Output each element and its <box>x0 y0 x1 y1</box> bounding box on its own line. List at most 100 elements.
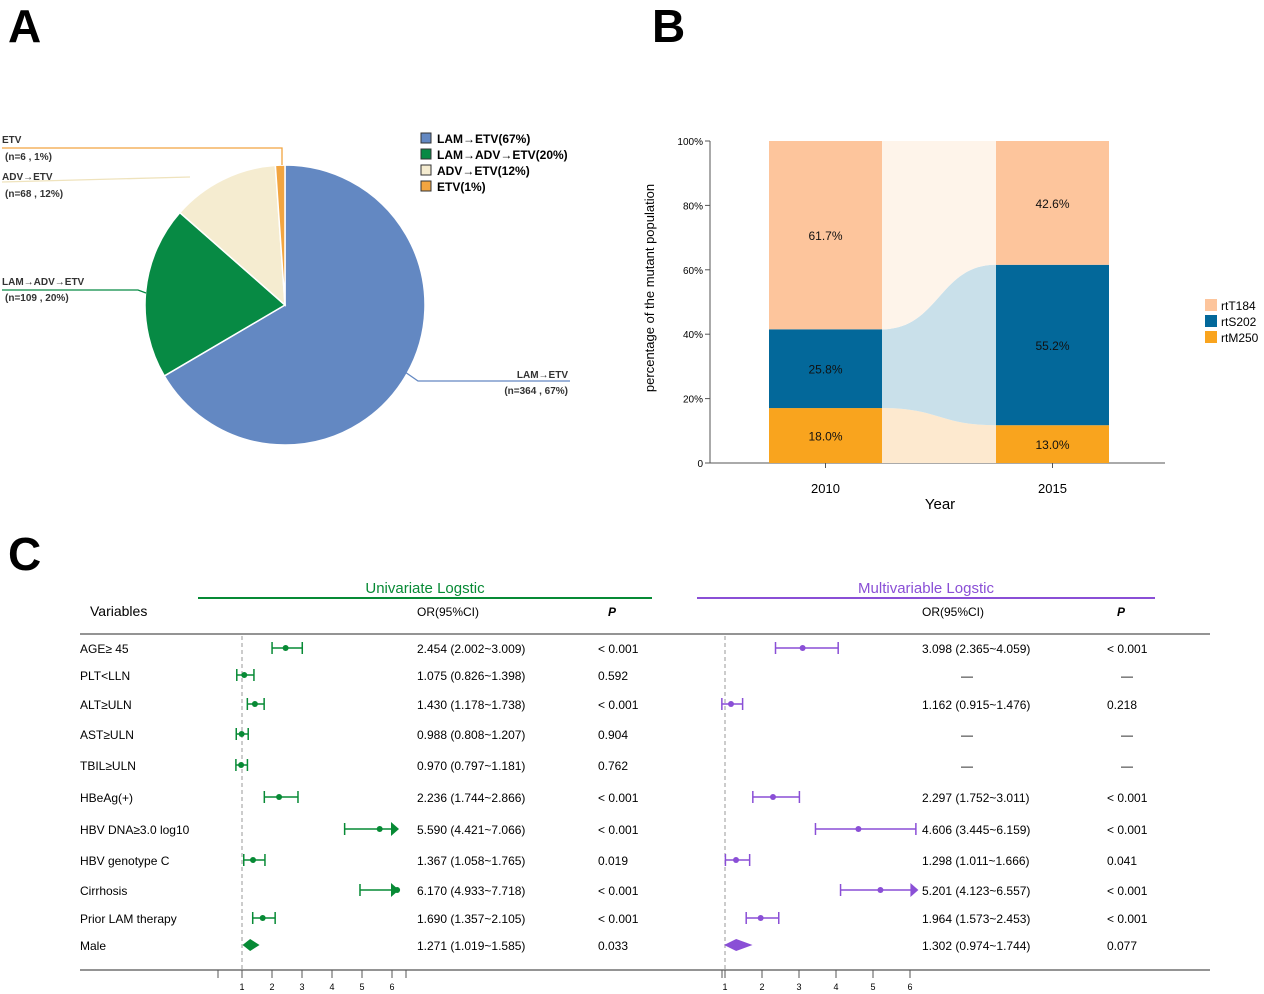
axis-tick-label: 5 <box>870 982 875 992</box>
or-point <box>282 645 289 651</box>
legend-label: rtT184 <box>1221 299 1256 313</box>
x-tick-label: 2010 <box>811 481 840 496</box>
bar-data-label: 42.6% <box>1035 197 1069 211</box>
or-point <box>238 731 245 737</box>
or-point <box>250 857 257 863</box>
legend-swatch <box>420 180 432 192</box>
p-value: 0.762 <box>598 759 628 773</box>
bar-data-label: 61.7% <box>808 229 842 243</box>
axis-tick-label: 3 <box>796 982 801 992</box>
or-ci-value: 1.298 (1.011~1.666) <box>922 854 1030 868</box>
bar-rtT184-2010 <box>769 141 882 330</box>
axis-tick-label: 6 <box>389 982 394 992</box>
or-point <box>855 826 862 832</box>
ci-arrow <box>910 883 919 897</box>
p-value: 0.218 <box>1107 698 1137 712</box>
callout-label: ADV→ETV <box>2 172 53 183</box>
p-value: < 0.001 <box>1107 912 1148 926</box>
variable-label: PLT<LLN <box>80 669 130 683</box>
variable-label: Cirrhosis <box>80 884 127 898</box>
or-point <box>241 672 248 678</box>
p-value: < 0.001 <box>1107 791 1148 805</box>
summary-diamond <box>724 939 753 951</box>
or-ci-value: 4.606 (3.445~6.159) <box>922 823 1030 837</box>
p-value: 0.077 <box>1107 939 1137 953</box>
legend-swatch <box>1205 299 1217 311</box>
p-value: < 0.001 <box>598 884 639 898</box>
or-ci-value: 1.162 (0.915~1.476) <box>922 698 1030 712</box>
or-header: OR(95%CI) <box>922 605 984 619</box>
or-ci-value: — <box>961 669 973 683</box>
y-tick-label: 60% <box>683 266 703 277</box>
bar-data-label: 55.2% <box>1035 339 1069 353</box>
or-ci-value: 3.098 (2.365~4.059) <box>922 642 1030 656</box>
p-value: < 0.001 <box>1107 642 1148 656</box>
or-ci-value: 1.964 (1.573~2.453) <box>922 912 1030 926</box>
p-value: 0.041 <box>1107 854 1137 868</box>
legend-label: ADV→ETV(12%) <box>437 164 530 178</box>
or-point <box>769 794 776 800</box>
callout-line-0 <box>404 371 570 382</box>
or-point <box>799 645 806 651</box>
variable-label: Prior LAM therapy <box>80 912 177 926</box>
legend-swatch <box>420 164 432 176</box>
pie-slice-2 <box>178 164 286 307</box>
bar-rtM250-2010 <box>769 408 882 463</box>
x-tick-label: 2015 <box>1038 481 1067 496</box>
pie-slice-1 <box>144 211 287 377</box>
callout-label: LAM→ADV→ETV <box>2 277 85 288</box>
legend-swatch <box>420 148 432 160</box>
or-point <box>276 794 283 800</box>
variable-label: TBIL≥ULN <box>80 759 136 773</box>
p-header: P <box>1117 605 1126 619</box>
flow-band-rtM250 <box>882 408 996 463</box>
legend-label: ETV(1%) <box>437 180 486 194</box>
bar-data-label: 18.0% <box>808 430 842 444</box>
callout-line-2 <box>1 176 191 183</box>
p-value: 0.019 <box>598 854 628 868</box>
or-ci-value: 1.367 (1.058~1.765) <box>417 854 525 868</box>
p-value: — <box>1121 759 1133 773</box>
or-point <box>877 887 884 893</box>
bar-data-label: 25.8% <box>808 363 842 377</box>
y-tick-label: 100% <box>677 137 703 148</box>
callout-label: LAM→ETV <box>517 370 568 381</box>
axis-tick-label: 3 <box>299 982 304 992</box>
y-tick-label: 40% <box>683 330 703 341</box>
axis-tick-label: 1 <box>722 982 727 992</box>
variables-header: Variables <box>90 603 147 619</box>
panel-label-c: C <box>8 528 41 580</box>
legend-swatch <box>1205 315 1217 327</box>
or-ci-value: — <box>961 759 973 773</box>
or-ci-value: 1.075 (0.826~1.398) <box>417 669 525 683</box>
variable-label: HBV DNA≥3.0 log10 <box>80 823 190 837</box>
callout-count: (n=6 , 1%) <box>5 152 52 163</box>
or-ci-value: 5.590 (4.421~7.066) <box>417 823 525 837</box>
x-axis-title: Year <box>925 496 955 513</box>
variable-label: ALT≥ULN <box>80 698 132 712</box>
callout-line-3 <box>2 147 283 165</box>
p-value: — <box>1121 728 1133 742</box>
p-value: < 0.001 <box>598 823 639 837</box>
axis-tick-label: 2 <box>269 982 274 992</box>
or-ci-value: 1.271 (1.019~1.585) <box>417 939 525 953</box>
bar-rtS202-2015 <box>996 264 1109 426</box>
or-point <box>394 887 401 893</box>
p-value: 0.592 <box>598 669 628 683</box>
variable-label: AST≥ULN <box>80 728 134 742</box>
summary-diamond <box>242 939 260 951</box>
y-tick-label: 80% <box>683 201 703 212</box>
legend-label: LAM→ADV→ETV(20%) <box>437 148 568 162</box>
or-header: OR(95%CI) <box>417 605 479 619</box>
callout-label: ETV <box>2 135 22 146</box>
legend-swatch <box>420 132 432 144</box>
legend-label: LAM→ETV(67%) <box>437 132 530 146</box>
or-ci-value: 1.690 (1.357~2.105) <box>417 912 525 926</box>
p-value: < 0.001 <box>598 642 639 656</box>
p-value: — <box>1121 669 1133 683</box>
or-point <box>757 915 764 921</box>
group-title: Univariate Logstic <box>365 580 485 597</box>
or-point <box>251 701 258 707</box>
y-tick-label: 0 <box>697 459 703 470</box>
